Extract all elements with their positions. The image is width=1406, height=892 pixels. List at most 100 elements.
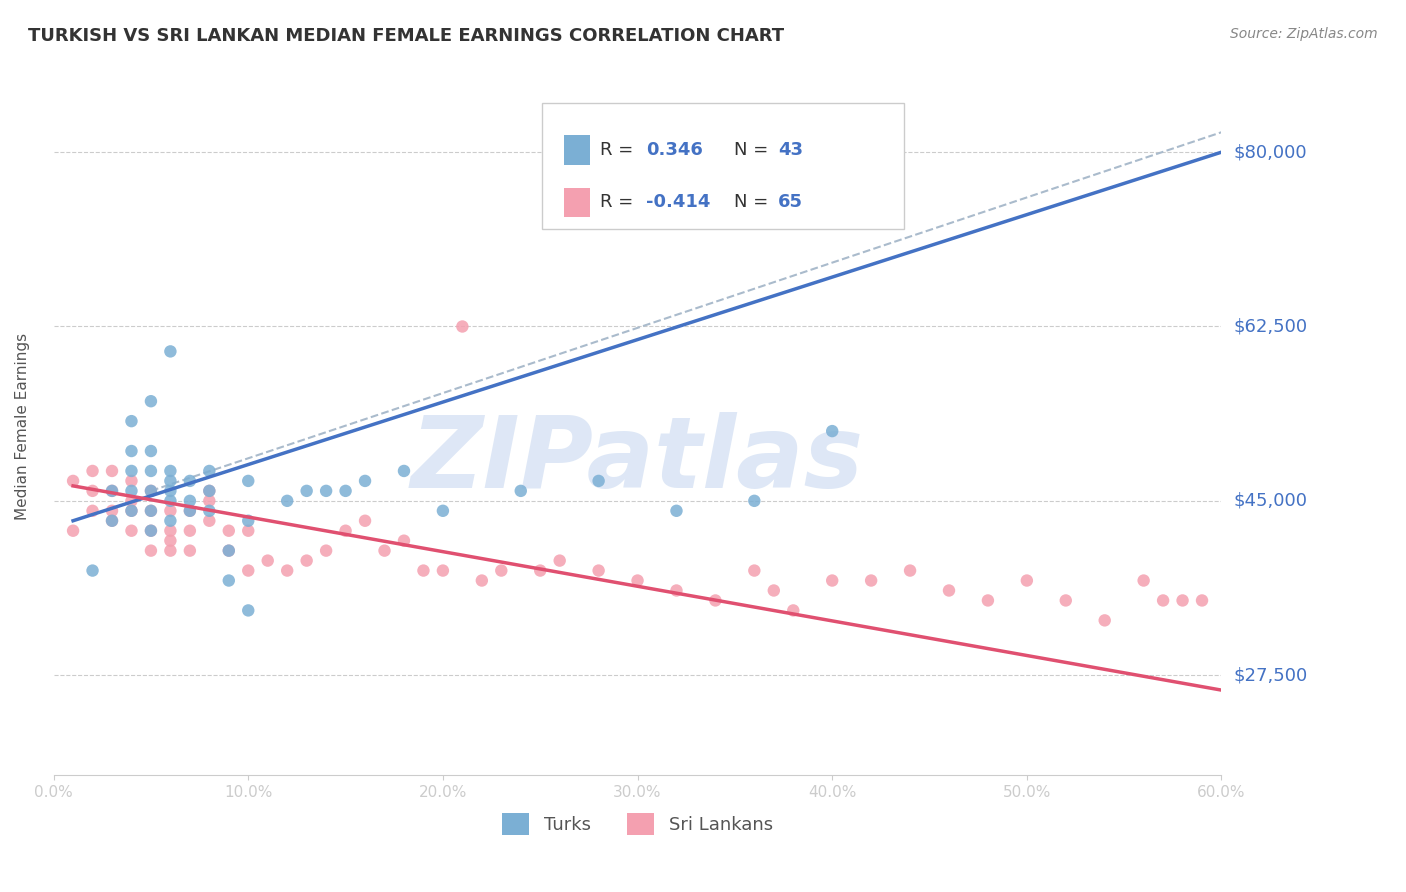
Point xyxy=(159,543,181,558)
Point xyxy=(159,514,181,528)
Point xyxy=(218,543,240,558)
Point xyxy=(256,553,278,567)
Point xyxy=(82,483,104,498)
Point xyxy=(821,574,844,588)
Point xyxy=(198,464,221,478)
Point xyxy=(1054,593,1077,607)
Point xyxy=(432,564,454,578)
Point xyxy=(238,474,260,488)
Point xyxy=(198,483,221,498)
Point xyxy=(315,543,337,558)
Text: R =: R = xyxy=(600,141,640,159)
Point xyxy=(392,533,415,548)
Point xyxy=(179,493,201,508)
Point xyxy=(354,514,377,528)
Point xyxy=(62,474,84,488)
Point xyxy=(121,474,143,488)
Point xyxy=(179,474,201,488)
Point xyxy=(159,504,181,518)
Point xyxy=(121,444,143,458)
Point xyxy=(491,564,513,578)
Point xyxy=(139,504,162,518)
Point xyxy=(315,483,337,498)
Point xyxy=(238,514,260,528)
Point xyxy=(101,483,124,498)
Point xyxy=(1191,593,1213,607)
Point xyxy=(139,483,162,498)
Point xyxy=(335,524,357,538)
Text: R =: R = xyxy=(600,194,640,211)
Point xyxy=(121,464,143,478)
Point xyxy=(704,593,727,607)
Point xyxy=(101,514,124,528)
Point xyxy=(218,543,240,558)
Text: $80,000: $80,000 xyxy=(1233,143,1306,161)
Point xyxy=(159,483,181,498)
Text: 0.346: 0.346 xyxy=(645,141,703,159)
Point xyxy=(295,483,318,498)
Text: $45,000: $45,000 xyxy=(1233,491,1308,510)
Point xyxy=(121,504,143,518)
FancyBboxPatch shape xyxy=(564,136,589,165)
Point xyxy=(938,583,960,598)
Point xyxy=(744,564,766,578)
Point xyxy=(354,474,377,488)
Point xyxy=(295,553,318,567)
Point xyxy=(1094,613,1116,627)
Point xyxy=(198,504,221,518)
Point xyxy=(744,493,766,508)
Text: N =: N = xyxy=(734,141,775,159)
Point xyxy=(159,474,181,488)
Point xyxy=(509,483,531,498)
Text: TURKISH VS SRI LANKAN MEDIAN FEMALE EARNINGS CORRELATION CHART: TURKISH VS SRI LANKAN MEDIAN FEMALE EARN… xyxy=(28,27,785,45)
Point xyxy=(179,543,201,558)
Text: 43: 43 xyxy=(778,141,803,159)
Point xyxy=(432,504,454,518)
Point xyxy=(548,553,571,567)
Point xyxy=(218,524,240,538)
Point xyxy=(238,524,260,538)
Point xyxy=(412,564,434,578)
Text: ZIPatlas: ZIPatlas xyxy=(411,412,865,509)
Point xyxy=(121,493,143,508)
Text: 65: 65 xyxy=(778,194,803,211)
Point xyxy=(335,483,357,498)
Point xyxy=(276,493,298,508)
Point xyxy=(159,493,181,508)
Text: $27,500: $27,500 xyxy=(1233,666,1308,684)
Point xyxy=(1152,593,1174,607)
Point xyxy=(762,583,785,598)
Point xyxy=(121,483,143,498)
Point xyxy=(101,514,124,528)
Point xyxy=(1171,593,1194,607)
Point xyxy=(392,464,415,478)
Text: $62,500: $62,500 xyxy=(1233,318,1308,335)
Point xyxy=(198,483,221,498)
Point xyxy=(179,524,201,538)
Point xyxy=(529,564,551,578)
FancyBboxPatch shape xyxy=(564,187,589,217)
Text: N =: N = xyxy=(734,194,775,211)
Point xyxy=(159,533,181,548)
Point xyxy=(139,504,162,518)
Point xyxy=(101,483,124,498)
Point xyxy=(82,504,104,518)
Point xyxy=(821,424,844,438)
Point xyxy=(373,543,395,558)
Point xyxy=(179,504,201,518)
Point xyxy=(782,603,804,617)
Point xyxy=(179,504,201,518)
Point xyxy=(139,483,162,498)
Point xyxy=(238,564,260,578)
Point xyxy=(276,564,298,578)
Point xyxy=(1015,574,1038,588)
Point xyxy=(121,524,143,538)
Legend: Turks, Sri Lankans: Turks, Sri Lankans xyxy=(495,806,780,842)
Point xyxy=(471,574,494,588)
Point xyxy=(665,504,688,518)
Point xyxy=(218,574,240,588)
Point xyxy=(198,514,221,528)
Point xyxy=(198,493,221,508)
Point xyxy=(159,524,181,538)
Text: Source: ZipAtlas.com: Source: ZipAtlas.com xyxy=(1230,27,1378,41)
